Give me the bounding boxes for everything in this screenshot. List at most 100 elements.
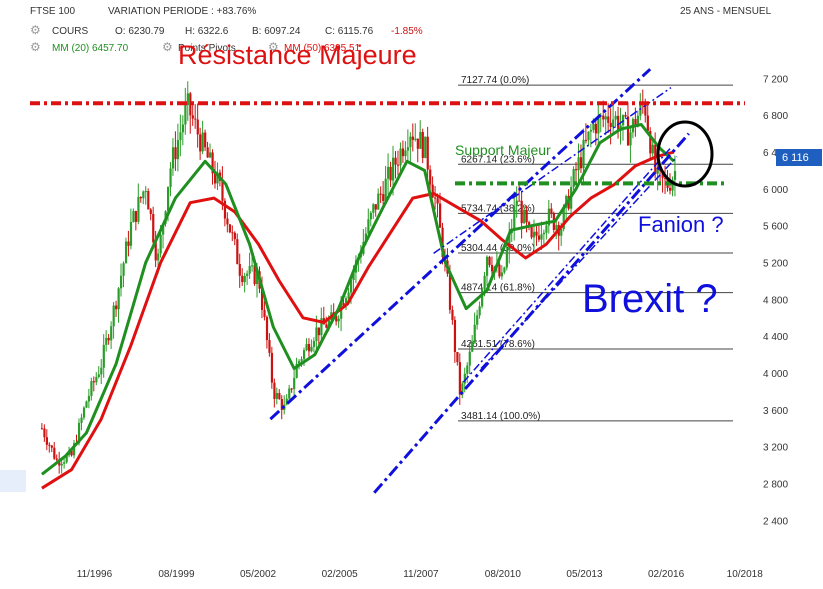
candle-body xyxy=(392,157,395,181)
candle-body xyxy=(617,115,620,132)
candle-body xyxy=(624,115,627,117)
candle-body xyxy=(298,360,301,364)
candle-body xyxy=(256,271,259,285)
candle-body xyxy=(120,275,123,289)
candle-body xyxy=(584,139,588,141)
candle-body xyxy=(523,209,526,224)
candle-body xyxy=(345,298,348,306)
candle-body xyxy=(157,253,160,261)
fibonacci-label: 6267.14 (23.6%) xyxy=(461,154,535,165)
candle-body xyxy=(223,200,227,219)
candle-body xyxy=(300,359,303,361)
y-tick-label: 4 000 xyxy=(763,369,788,380)
candle-body xyxy=(50,445,53,448)
gear-icon[interactable]: ⚙ xyxy=(30,23,41,37)
candle-body xyxy=(577,157,580,171)
candle-body xyxy=(547,208,551,226)
candle-body xyxy=(582,139,585,169)
symbol-label: FTSE 100 xyxy=(30,6,75,17)
high-value: H: 6322.6 xyxy=(185,26,229,37)
candle-body xyxy=(396,164,400,166)
candle-body xyxy=(626,116,630,146)
candle-body xyxy=(288,388,291,399)
candle-body xyxy=(166,186,170,212)
candle-body xyxy=(112,305,115,327)
flag-highlight-circle xyxy=(656,120,714,188)
candle-body xyxy=(342,303,345,306)
candle-body xyxy=(265,316,269,341)
candle-body xyxy=(201,132,204,152)
candle-body xyxy=(110,326,113,341)
candle-body xyxy=(636,115,640,127)
candle-body xyxy=(528,222,531,227)
candle-body xyxy=(463,373,466,384)
x-tick-label: 10/2018 xyxy=(727,569,764,580)
candle-body xyxy=(241,275,244,283)
candle-body xyxy=(379,193,382,195)
candle-body xyxy=(154,242,157,261)
candle-body xyxy=(149,209,152,214)
candle-body xyxy=(196,119,199,135)
candle-body xyxy=(646,115,649,132)
gear-icon[interactable]: ⚙ xyxy=(162,40,173,54)
candle-body xyxy=(305,343,308,351)
candle-body xyxy=(429,169,432,185)
fibonacci-label: 3481.14 (100.0%) xyxy=(461,411,541,422)
candle-body xyxy=(312,340,316,347)
period-label: 25 ANS - MENSUEL xyxy=(680,6,772,17)
candle-body xyxy=(134,211,138,222)
candle-body xyxy=(612,119,615,128)
candle-body xyxy=(95,376,98,383)
candle-body xyxy=(401,148,405,157)
candle-body xyxy=(302,350,306,360)
candle-body xyxy=(513,205,516,230)
mm50-legend[interactable]: MM (50) 6395.51 xyxy=(284,43,361,54)
fibonacci-label: 4261.51 (78.6%) xyxy=(461,339,535,350)
candle-body xyxy=(268,340,271,353)
candle-body xyxy=(589,129,593,132)
resistance-annotation: Résistance Majeure xyxy=(178,40,417,70)
candle-body xyxy=(209,152,212,158)
y-tick-label: 6 000 xyxy=(763,185,788,196)
candle-body xyxy=(490,264,494,272)
mm50-line xyxy=(41,150,675,490)
candle-body xyxy=(468,351,471,366)
candle-body xyxy=(349,279,353,293)
candle-body xyxy=(60,463,63,466)
candle-body xyxy=(500,272,504,277)
candle-body xyxy=(545,225,548,233)
gear-icon[interactable]: ⚙ xyxy=(268,40,279,54)
y-tick-label: 3 600 xyxy=(763,406,788,417)
candle-body xyxy=(654,144,657,174)
candle-body xyxy=(382,194,385,201)
candle-body xyxy=(441,227,444,257)
candle-body xyxy=(649,131,652,154)
candle-body xyxy=(48,444,51,446)
gear-icon[interactable]: ⚙ xyxy=(30,40,41,54)
candle-body xyxy=(668,187,672,191)
candle-body xyxy=(424,136,427,158)
y-tick-label: 4 800 xyxy=(763,295,788,306)
candle-body xyxy=(426,136,429,170)
candle-body xyxy=(609,122,612,128)
candlestick-series xyxy=(40,81,677,474)
candle-body xyxy=(515,200,518,206)
change-value: -1.85% xyxy=(391,26,423,37)
mm20-legend[interactable]: MM (20) 6457.70 xyxy=(52,43,129,54)
candle-body xyxy=(367,219,370,234)
candle-body xyxy=(575,169,578,171)
candle-body xyxy=(263,309,266,317)
trend-channel-line xyxy=(433,87,672,254)
candle-body xyxy=(377,193,380,210)
candle-body xyxy=(453,319,457,352)
candle-body xyxy=(335,315,338,322)
candle-body xyxy=(555,225,558,230)
candle-body xyxy=(189,93,192,116)
candle-body xyxy=(174,147,177,160)
candle-body xyxy=(471,342,474,352)
candle-body xyxy=(369,212,372,220)
candle-body xyxy=(278,393,281,399)
candle-body xyxy=(80,417,83,423)
pivots-legend[interactable]: Points Pivots xyxy=(178,43,236,54)
